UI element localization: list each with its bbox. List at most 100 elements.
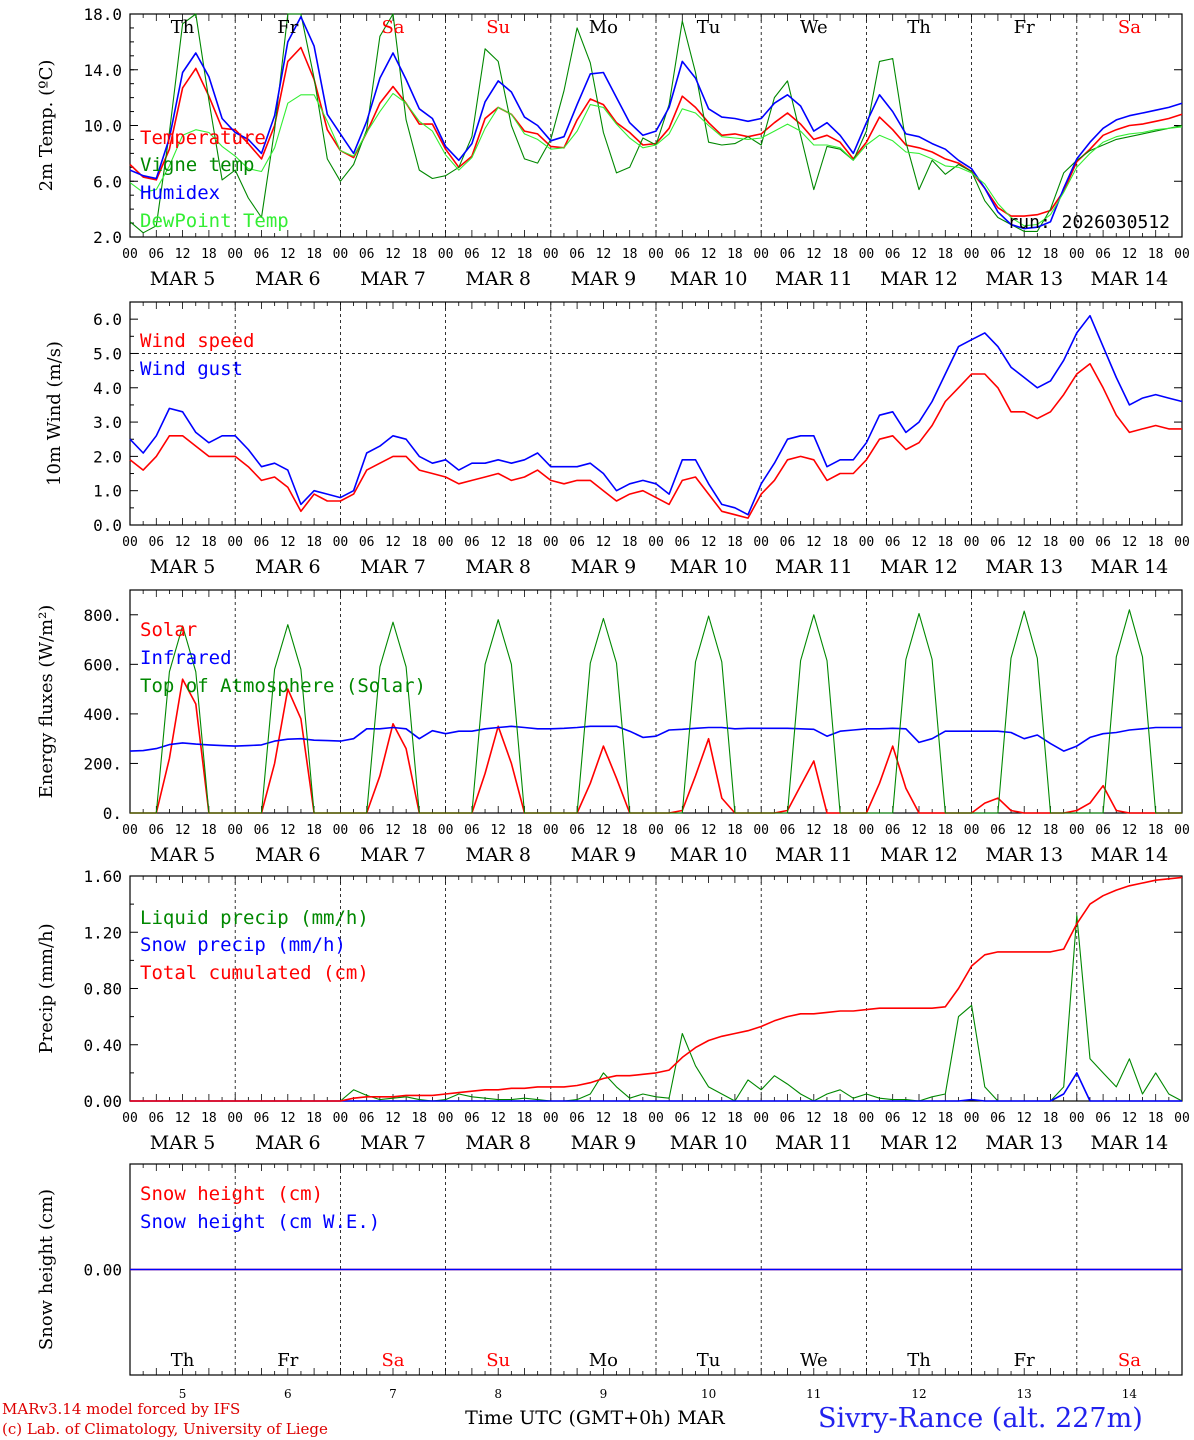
- hour-label: 12: [385, 823, 401, 838]
- hour-label: 06: [674, 823, 690, 838]
- hour-label: 06: [464, 1111, 480, 1126]
- hour-label: 06: [990, 823, 1006, 838]
- hour-label: 00: [859, 535, 875, 550]
- hour-label: 06: [780, 247, 796, 262]
- hour-label: 00: [1069, 1111, 1085, 1126]
- hour-label: 00: [753, 247, 769, 262]
- hour-label: 12: [490, 1111, 506, 1126]
- weekday-label: Fr: [277, 17, 298, 38]
- hour-label: 18: [937, 823, 953, 838]
- day-number: 13: [1017, 1387, 1032, 1401]
- date-label: MAR 14: [1091, 844, 1169, 866]
- day-number: 7: [389, 1387, 397, 1401]
- hour-label: 06: [990, 1111, 1006, 1126]
- weekday-label: Fr: [277, 1350, 298, 1371]
- series-line-top-of-atmosphere-solar-: [130, 609, 1182, 814]
- hour-label: 06: [780, 535, 796, 550]
- hour-label: 12: [911, 1111, 927, 1126]
- hour-label: 00: [438, 1111, 454, 1126]
- hour-label: 12: [1016, 535, 1032, 550]
- hour-label: 18: [622, 823, 638, 838]
- weekday-label: Tu: [697, 17, 721, 38]
- hour-label: 00: [227, 1111, 243, 1126]
- legend-entry: Temperature: [140, 127, 266, 149]
- hour-label: 06: [359, 1111, 375, 1126]
- hour-label: 12: [280, 823, 296, 838]
- weekday-label: We: [800, 1350, 828, 1371]
- hour-label: 18: [832, 247, 848, 262]
- date-label: MAR 11: [775, 556, 853, 578]
- series-line-infrared: [129, 725, 1182, 752]
- hour-label: 12: [1016, 247, 1032, 262]
- hour-label: 06: [780, 823, 796, 838]
- hour-label: 12: [911, 823, 927, 838]
- hour-label: 12: [596, 247, 612, 262]
- day-number: 9: [600, 1387, 608, 1401]
- day-number: 11: [806, 1387, 821, 1401]
- hour-label: 12: [701, 535, 717, 550]
- date-label: MAR 6: [255, 268, 321, 290]
- hour-label: 18: [201, 535, 217, 550]
- hour-label: 12: [175, 247, 191, 262]
- hour-label: 06: [148, 1111, 164, 1126]
- date-label: MAR 13: [985, 844, 1063, 866]
- date-label: MAR 10: [670, 556, 748, 578]
- hour-label: 00: [122, 823, 138, 838]
- hour-label: 12: [701, 247, 717, 262]
- hour-label: 18: [306, 1111, 322, 1126]
- legend-entry: Snow height (cm): [140, 1183, 323, 1205]
- hour-label: 00: [543, 1111, 559, 1126]
- hour-label: 12: [701, 1111, 717, 1126]
- date-label: MAR 11: [775, 268, 853, 290]
- hour-label: 12: [175, 535, 191, 550]
- date-label: MAR 6: [255, 556, 321, 578]
- y-axis-title: 2m Temp. (ºC): [36, 60, 57, 192]
- hour-label: 06: [254, 247, 270, 262]
- day-number: 8: [494, 1387, 502, 1401]
- date-label: MAR 9: [571, 268, 637, 290]
- hour-label: 00: [964, 823, 980, 838]
- hour-label: 06: [569, 823, 585, 838]
- weekday-label: Mo: [589, 17, 618, 38]
- date-label: MAR 10: [670, 268, 748, 290]
- hour-label: 00: [964, 247, 980, 262]
- hour-label: 00: [1174, 535, 1190, 550]
- hour-label: 00: [1069, 247, 1085, 262]
- weekday-label: Th: [171, 17, 195, 38]
- y-tick-label: 4.0: [93, 379, 122, 398]
- y-axis-title: Snow height (cm): [36, 1189, 57, 1350]
- hour-label: 12: [806, 1111, 822, 1126]
- y-tick-label: 18.0: [83, 5, 122, 24]
- y-tick-label: 400.: [83, 705, 122, 724]
- hour-label: 00: [333, 535, 349, 550]
- hour-label: 18: [517, 1111, 533, 1126]
- legend-entry: Snow height (cm W.E.): [140, 1211, 380, 1233]
- hour-label: 12: [490, 247, 506, 262]
- date-label: MAR 9: [571, 844, 637, 866]
- weekday-label: Fr: [1014, 17, 1035, 38]
- date-label: MAR 8: [465, 1132, 531, 1154]
- date-label: MAR 7: [360, 268, 426, 290]
- date-label: MAR 9: [571, 1132, 637, 1154]
- hour-label: 06: [1095, 823, 1111, 838]
- hour-label: 18: [832, 535, 848, 550]
- hour-label: 18: [727, 823, 743, 838]
- hour-label: 06: [359, 247, 375, 262]
- weekday-label: Sa: [1118, 1350, 1141, 1371]
- hour-label: 12: [1122, 1111, 1138, 1126]
- date-label: MAR 14: [1091, 556, 1169, 578]
- day-number: 14: [1122, 1387, 1138, 1401]
- hour-label: 00: [859, 1111, 875, 1126]
- y-tick-label: 2.0: [93, 228, 122, 247]
- date-label: MAR 12: [880, 844, 958, 866]
- hour-label: 00: [438, 535, 454, 550]
- hour-label: 18: [1043, 823, 1059, 838]
- hour-label: 06: [464, 823, 480, 838]
- month-label: MAR: [677, 1407, 725, 1429]
- hour-label: 00: [753, 535, 769, 550]
- legend-entry: Humidex: [140, 182, 220, 204]
- y-tick-label: 14.0: [83, 61, 122, 80]
- date-label: MAR 8: [465, 844, 531, 866]
- weekday-label: Su: [486, 17, 510, 38]
- hour-label: 00: [227, 823, 243, 838]
